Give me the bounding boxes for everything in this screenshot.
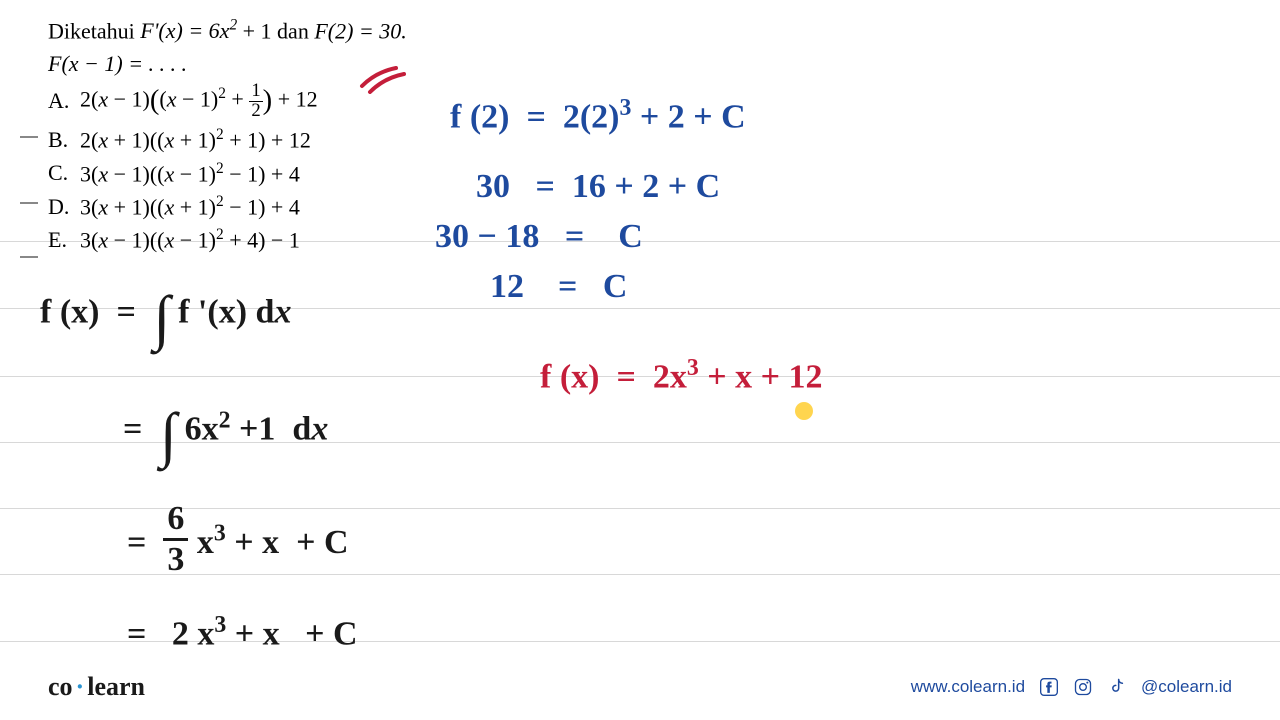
option-e: E. 3(x − 1)((x − 1)2 + 4) − 1 — [48, 226, 318, 253]
hw-left-3: = 63 x3 + x + C — [127, 500, 349, 579]
logo-co: co — [48, 672, 73, 701]
footer-url: www.colearn.id — [911, 677, 1025, 697]
options-list: A. 2(x − 1)((x − 1)2 + 12) + 12 B. 2(x +… — [48, 82, 318, 260]
option-b-text: 2(x + 1)((x + 1)2 + 1) + 12 — [80, 126, 311, 153]
option-e-text: 3(x − 1)((x − 1)2 + 4) − 1 — [80, 226, 300, 253]
instagram-icon — [1073, 677, 1093, 697]
hw-left-1: f (x) = ∫ f '(x) dx — [40, 283, 291, 354]
option-b-letter: B. — [48, 127, 80, 153]
tiktok-icon — [1107, 677, 1127, 697]
logo-learn: learn — [87, 672, 145, 701]
tick-mark — [20, 256, 38, 258]
option-e-letter: E. — [48, 227, 80, 253]
hw-left-3-den: 3 — [163, 541, 188, 579]
hw-right-2: 30 = 16 + 2 + C — [476, 168, 720, 206]
problem-line2: F(x − 1) = . . . . — [48, 47, 407, 80]
cursor-dot — [795, 402, 813, 420]
option-d-text: 3(x + 1)((x + 1)2 − 1) + 4 — [80, 193, 300, 220]
problem-line1-pre: Diketahui — [48, 18, 140, 43]
option-a: A. 2(x − 1)((x − 1)2 + 12) + 12 — [48, 82, 318, 120]
problem-line1-cond: F(2) = 30. — [314, 18, 406, 43]
footer-right: www.colearn.id @colearn.id — [911, 677, 1232, 697]
footer: co·learn www.colearn.id @colearn.id — [0, 672, 1280, 702]
hw-right-1: f (2) = 2(2)3 + 2 + C — [450, 95, 746, 136]
option-c-text: 3(x − 1)((x − 1)2 − 1) + 4 — [80, 160, 300, 187]
hw-right-5: f (x) = 2x3 + x + 12 — [540, 355, 823, 396]
problem-line1-exp: 2 — [229, 17, 237, 34]
hw-left-4: = 2 x3 + x + C — [127, 612, 358, 653]
facebook-icon — [1039, 677, 1059, 697]
tick-mark — [20, 136, 38, 138]
problem-line1-mid: + 1 dan — [243, 18, 315, 43]
option-a-text: 2(x − 1)((x − 1)2 + 12) + 12 — [80, 82, 318, 120]
tick-mark — [20, 202, 38, 204]
option-d: D. 3(x + 1)((x + 1)2 − 1) + 4 — [48, 193, 318, 220]
hw-left-3-num: 6 — [163, 500, 188, 541]
red-check-marks — [356, 64, 416, 94]
option-a-letter: A. — [48, 88, 80, 114]
hw-right-3: 30 − 18 = C — [435, 218, 643, 256]
problem-line1-fx: F'(x) = 6x — [140, 18, 229, 43]
option-c-letter: C. — [48, 160, 80, 186]
problem-statement: Diketahui F'(x) = 6x2 + 1 dan F(2) = 30.… — [48, 14, 407, 80]
hw-left-3-rest: x3 + x + C — [197, 524, 349, 561]
option-b: B. 2(x + 1)((x + 1)2 + 1) + 12 — [48, 126, 318, 153]
hw-right-4: 12 = C — [490, 268, 627, 306]
footer-handle: @colearn.id — [1141, 677, 1232, 697]
logo: co·learn — [48, 672, 145, 702]
option-d-letter: D. — [48, 194, 80, 220]
hw-left-2: = ∫ 6x2 +1 dx — [123, 400, 328, 471]
option-c: C. 3(x − 1)((x − 1)2 − 1) + 4 — [48, 160, 318, 187]
